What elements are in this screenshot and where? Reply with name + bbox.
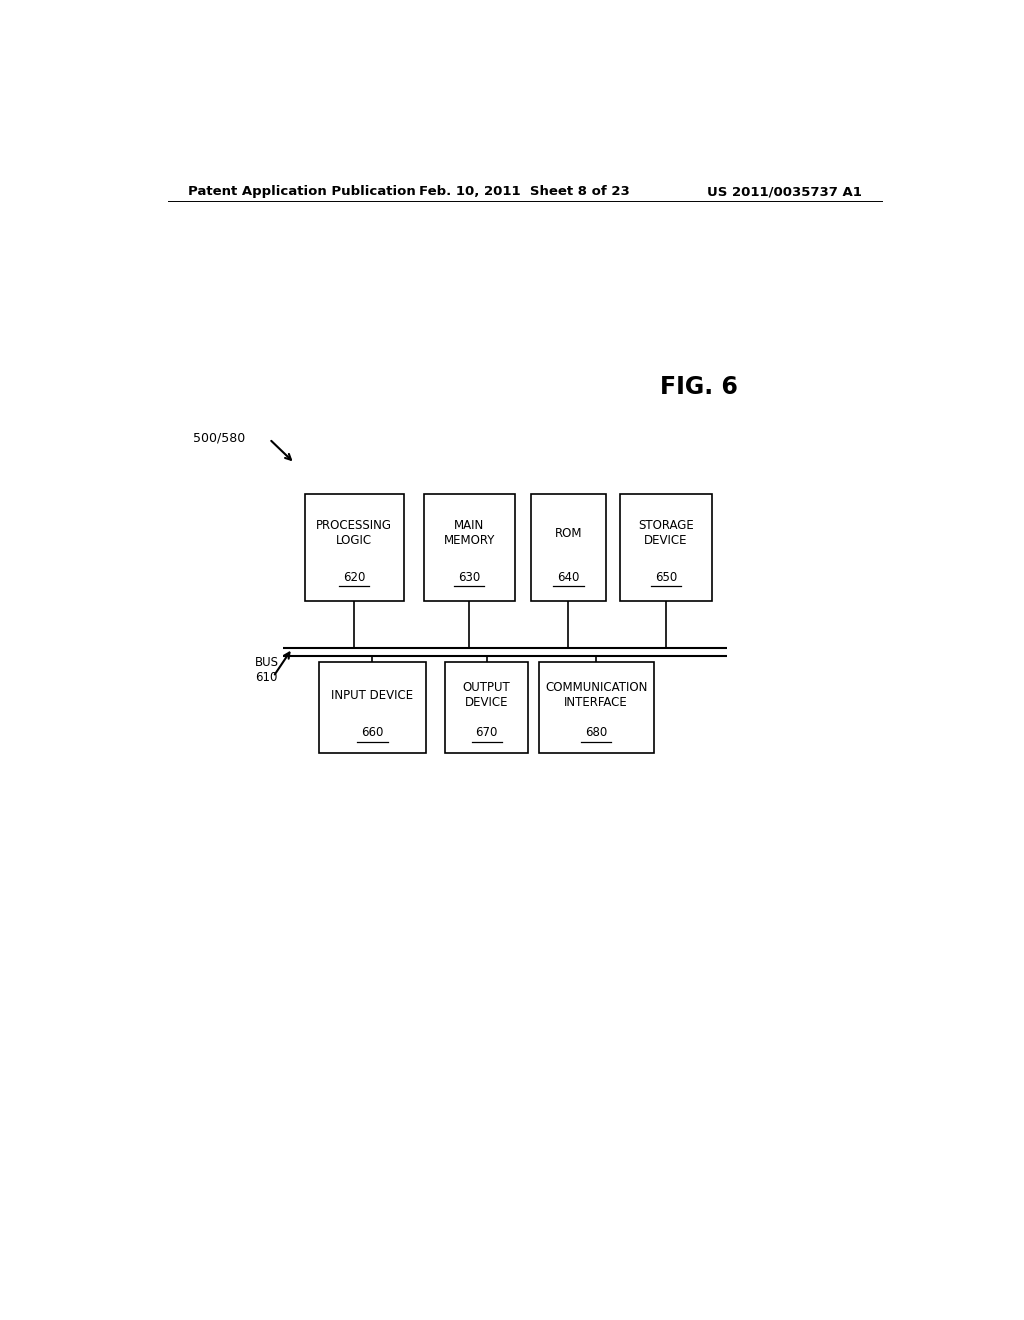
Text: 500/580: 500/580 [194,432,246,445]
Text: INPUT DEVICE: INPUT DEVICE [332,689,414,702]
Text: MAIN
MEMORY: MAIN MEMORY [443,519,495,548]
Text: BUS
610: BUS 610 [255,656,279,685]
FancyBboxPatch shape [539,661,653,752]
FancyBboxPatch shape [530,494,606,601]
Text: US 2011/0035737 A1: US 2011/0035737 A1 [708,185,862,198]
FancyBboxPatch shape [424,494,515,601]
Text: ROM: ROM [555,527,583,540]
Text: 630: 630 [458,570,480,583]
FancyBboxPatch shape [304,494,403,601]
Text: PROCESSING
LOGIC: PROCESSING LOGIC [316,519,392,548]
Text: 680: 680 [585,726,607,739]
FancyBboxPatch shape [318,661,426,752]
Text: 660: 660 [361,726,384,739]
Text: 640: 640 [557,570,580,583]
FancyBboxPatch shape [621,494,712,601]
Text: 650: 650 [655,570,677,583]
Text: Patent Application Publication: Patent Application Publication [187,185,416,198]
Text: OUTPUT
DEVICE: OUTPUT DEVICE [463,681,511,709]
Text: 620: 620 [343,570,366,583]
Text: STORAGE
DEVICE: STORAGE DEVICE [638,519,694,548]
Text: Feb. 10, 2011  Sheet 8 of 23: Feb. 10, 2011 Sheet 8 of 23 [420,185,630,198]
Text: 670: 670 [475,726,498,739]
FancyBboxPatch shape [445,661,528,752]
Text: FIG. 6: FIG. 6 [660,375,738,399]
Text: COMMUNICATION
INTERFACE: COMMUNICATION INTERFACE [545,681,647,709]
